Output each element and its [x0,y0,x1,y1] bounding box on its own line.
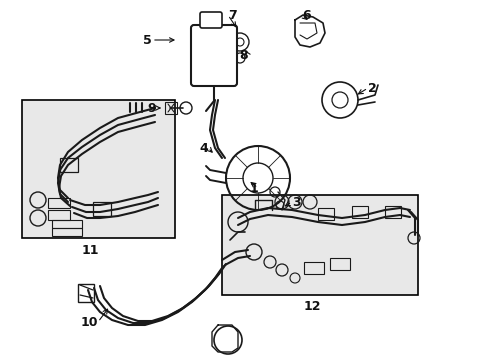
Text: 4: 4 [199,141,207,154]
Text: 1: 1 [249,181,258,194]
Text: 9: 9 [147,102,156,114]
Bar [329,258,349,270]
Bar [78,284,94,302]
Bar [60,158,78,172]
Text: 2: 2 [367,81,376,95]
Bar [222,195,417,295]
Bar [317,208,333,220]
FancyBboxPatch shape [191,25,237,86]
Bar [164,102,177,114]
Bar [48,198,70,208]
Text: 11: 11 [81,243,99,257]
Bar [48,210,70,220]
Bar [52,228,82,236]
Bar [93,202,111,216]
Bar [304,262,324,274]
Text: 5: 5 [143,33,152,46]
Bar [22,100,175,238]
Text: 10: 10 [81,315,98,328]
Text: 7: 7 [227,9,236,22]
Text: 8: 8 [239,49,247,62]
Bar [384,206,400,218]
Text: 6: 6 [302,9,310,22]
FancyBboxPatch shape [200,12,222,28]
Bar [351,206,367,218]
Text: 12: 12 [303,300,320,312]
Bar [52,220,82,228]
Text: 3: 3 [291,195,300,208]
